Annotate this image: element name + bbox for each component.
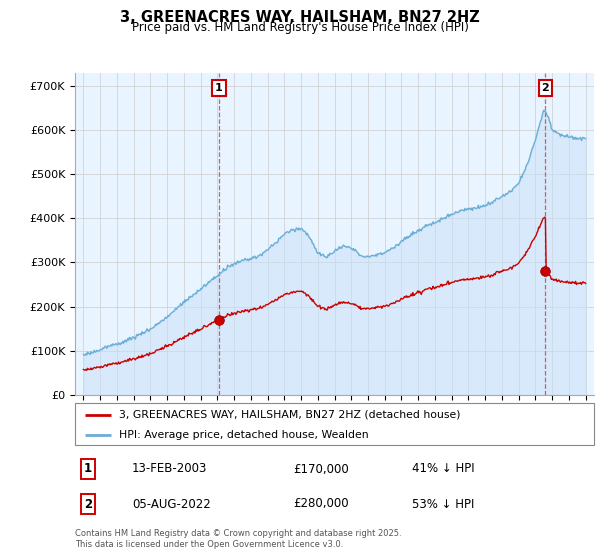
Text: 41% ↓ HPI: 41% ↓ HPI [412, 463, 475, 475]
Text: HPI: Average price, detached house, Wealden: HPI: Average price, detached house, Weal… [119, 430, 369, 440]
Text: 3, GREENACRES WAY, HAILSHAM, BN27 2HZ (detached house): 3, GREENACRES WAY, HAILSHAM, BN27 2HZ (d… [119, 410, 461, 420]
FancyBboxPatch shape [75, 403, 594, 445]
Text: 05-AUG-2022: 05-AUG-2022 [132, 497, 211, 511]
Text: 2: 2 [84, 497, 92, 511]
Text: 2: 2 [542, 83, 550, 93]
Text: 1: 1 [84, 463, 92, 475]
Text: Contains HM Land Registry data © Crown copyright and database right 2025.
This d: Contains HM Land Registry data © Crown c… [75, 529, 401, 549]
Text: 3, GREENACRES WAY, HAILSHAM, BN27 2HZ: 3, GREENACRES WAY, HAILSHAM, BN27 2HZ [120, 10, 480, 25]
Text: £170,000: £170,000 [293, 463, 349, 475]
Text: Price paid vs. HM Land Registry's House Price Index (HPI): Price paid vs. HM Land Registry's House … [131, 21, 469, 34]
Text: 53% ↓ HPI: 53% ↓ HPI [412, 497, 475, 511]
Text: £280,000: £280,000 [293, 497, 349, 511]
Text: 13-FEB-2003: 13-FEB-2003 [132, 463, 208, 475]
Text: 1: 1 [215, 83, 223, 93]
